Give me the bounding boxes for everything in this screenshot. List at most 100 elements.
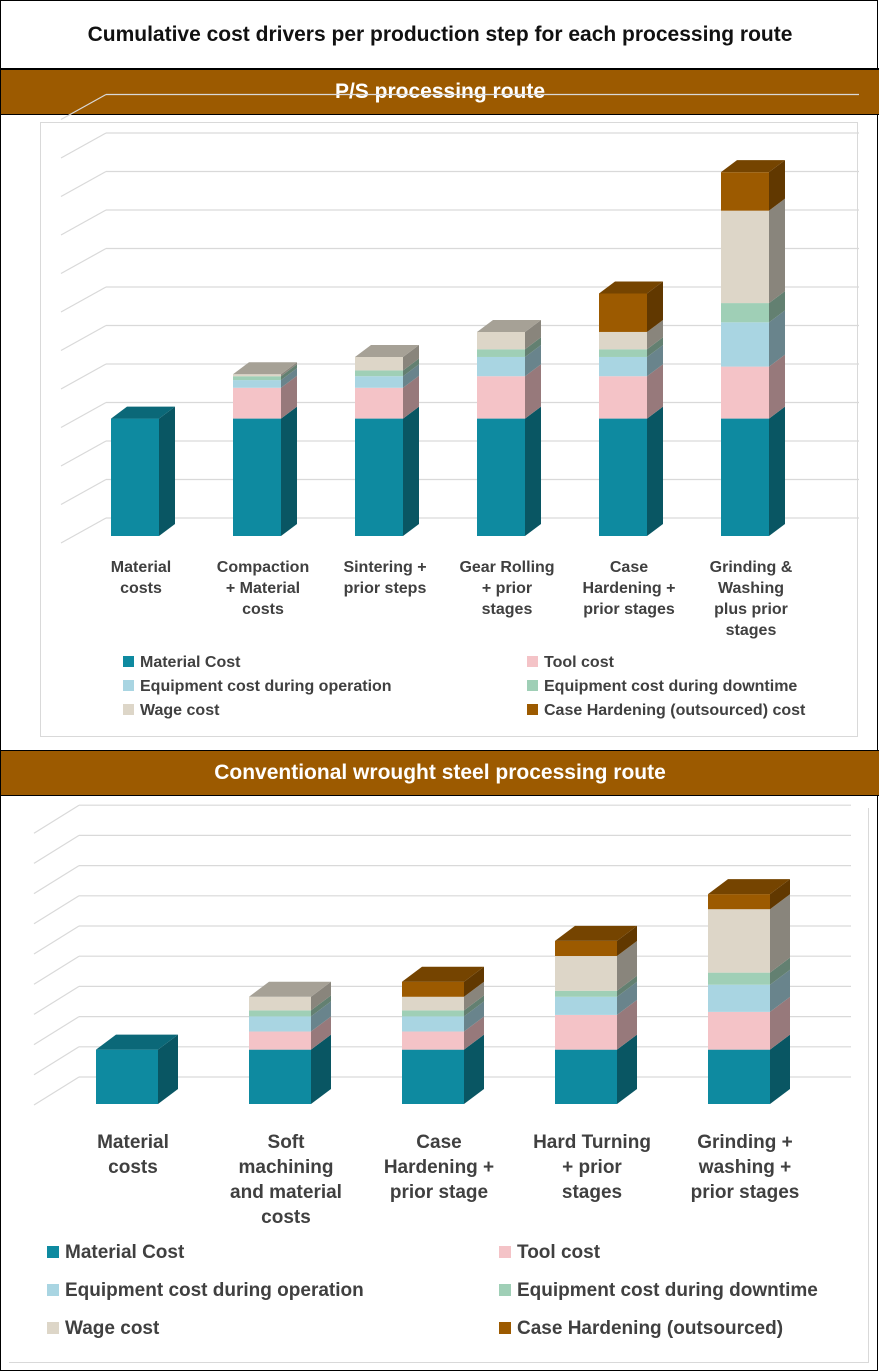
conv-bar-3-series-0 bbox=[555, 1049, 617, 1104]
conv-category-label-4: Grinding + washing + prior stages bbox=[691, 1132, 800, 1203]
ps-bar-side-3-series-2 bbox=[525, 344, 541, 377]
conv-bar-0-series-0 bbox=[96, 1049, 158, 1104]
ps-bar-4-series-4 bbox=[599, 331, 647, 350]
conv-gridline-slant bbox=[33, 1076, 80, 1106]
figure-title: Cumulative cost drivers per production s… bbox=[1, 1, 879, 69]
conv-bar-top-4 bbox=[708, 879, 790, 895]
ps-bar-side-3-series-3 bbox=[525, 337, 541, 357]
ps-legend-swatch-2 bbox=[123, 680, 134, 691]
section-heading-conventional: Conventional wrought steel processing ro… bbox=[1, 750, 879, 796]
ps-bar-side-4-series-2 bbox=[647, 344, 663, 377]
ps-bar-3-series-0 bbox=[477, 418, 525, 536]
conv-gridline-slant bbox=[33, 955, 80, 985]
ps-gridline-slant bbox=[60, 247, 107, 275]
ps-bar-5-series-0 bbox=[721, 418, 769, 536]
conv-bar-side-2-series-3 bbox=[464, 995, 484, 1017]
conv-bar-side-3-series-4 bbox=[617, 941, 637, 991]
conv-category-label-0: Material costs bbox=[97, 1132, 169, 1178]
conv-legend-label-5: Case Hardening (outsourced) bbox=[517, 1318, 783, 1339]
conv-legend-swatch-5 bbox=[499, 1322, 511, 1334]
conv-bar-4-series-1 bbox=[708, 1011, 770, 1050]
conv-legend-label-4: Wage cost bbox=[65, 1318, 160, 1339]
ps-legend-label-3: Equipment cost during downtime bbox=[544, 678, 797, 695]
conv-bar-side-2-series-1 bbox=[464, 1016, 484, 1050]
conv-legend-label-2: Equipment cost during operation bbox=[65, 1280, 364, 1301]
ps-legend-swatch-4 bbox=[123, 704, 134, 715]
ps-bar-side-5-series-2 bbox=[769, 310, 785, 367]
ps-bar-1-series-1 bbox=[233, 387, 281, 419]
conv-bar-side-3-series-3 bbox=[617, 975, 637, 997]
ps-bar-3-series-2 bbox=[477, 356, 525, 377]
ps-gridline-slant bbox=[60, 517, 107, 544]
conv-legend-swatch-2 bbox=[47, 1284, 59, 1296]
ps-bar-side-4-series-0 bbox=[647, 406, 663, 536]
ps-bar-side-2-series-4 bbox=[403, 344, 419, 371]
conv-bar-side-1-series-3 bbox=[311, 995, 331, 1017]
ps-gridline-slant bbox=[60, 478, 107, 506]
conv-bar-side-1-series-4 bbox=[311, 981, 331, 1011]
ps-legend-swatch-0 bbox=[123, 656, 134, 667]
ps-bar-2-series-2 bbox=[355, 376, 403, 388]
conv-bar-2-series-1 bbox=[402, 1031, 464, 1050]
conv-bar-4-series-4 bbox=[708, 909, 770, 973]
conv-bar-side-3-series-5 bbox=[617, 925, 637, 957]
ps-bar-4-series-2 bbox=[599, 356, 647, 377]
conv-bar-top-3 bbox=[555, 925, 637, 941]
conv-bar-side-3-series-2 bbox=[617, 981, 637, 1015]
conv-gridline-slant bbox=[33, 865, 80, 895]
conv-bar-1-series-3 bbox=[249, 1010, 311, 1017]
conv-legend-swatch-0 bbox=[47, 1246, 59, 1258]
conv-bar-4-series-2 bbox=[708, 984, 770, 1012]
conv-gridline-slant bbox=[33, 1016, 80, 1046]
conv-gridline-slant bbox=[33, 925, 80, 955]
ps-category-label-3: Gear Rolling + prior stages bbox=[459, 559, 554, 618]
ps-bar-3-series-3 bbox=[477, 349, 525, 357]
conv-bar-side-2-series-0 bbox=[464, 1034, 484, 1104]
conv-bar-side-1-series-2 bbox=[311, 1001, 331, 1032]
conv-legend-label-1: Tool cost bbox=[517, 1242, 601, 1263]
ps-bar-top-2 bbox=[355, 344, 419, 357]
ps-bar-5-series-4 bbox=[721, 210, 769, 304]
ps-legend-label-1: Tool cost bbox=[544, 654, 615, 671]
ps-gridline-slant bbox=[60, 209, 107, 236]
conv-legend-label-0: Material Cost bbox=[65, 1242, 185, 1263]
conv-bar-side-0-series-0 bbox=[158, 1034, 178, 1104]
conv-bar-2-series-3 bbox=[402, 1010, 464, 1017]
conv-legend-label-3: Equipment cost during downtime bbox=[517, 1280, 818, 1301]
ps-gridline-slant bbox=[60, 132, 107, 159]
conv-category-label-2: Case Hardening + prior stage bbox=[384, 1132, 494, 1203]
conv-category-label-3: Hard Turning + prior stages bbox=[533, 1132, 651, 1203]
ps-legend-swatch-5 bbox=[527, 704, 538, 715]
ps-bar-side-5-series-5 bbox=[769, 160, 785, 211]
conv-bar-side-3-series-0 bbox=[617, 1034, 637, 1104]
ps-bar-side-3-series-1 bbox=[525, 364, 541, 419]
ps-category-label-5: Grinding & Washing plus prior stages bbox=[710, 559, 793, 639]
conv-bar-1-series-0 bbox=[249, 1049, 311, 1104]
conv-bar-3-series-2 bbox=[555, 996, 617, 1015]
ps-bar-5-series-1 bbox=[721, 366, 769, 419]
ps-bar-1-series-3 bbox=[233, 376, 281, 381]
conv-legend-swatch-4 bbox=[47, 1322, 59, 1334]
ps-bar-2-series-4 bbox=[355, 356, 403, 371]
ps-gridline-slant bbox=[60, 170, 107, 198]
ps-bar-4-series-0 bbox=[599, 418, 647, 536]
ps-bar-side-5-series-1 bbox=[769, 354, 785, 419]
ps-legend-swatch-1 bbox=[527, 656, 538, 667]
ps-gridline-slant bbox=[60, 401, 107, 429]
ps-legend-label-2: Equipment cost during operation bbox=[140, 678, 392, 695]
chart-panel-conventional: Material costs Soft machining and material co… bbox=[9, 804, 869, 1363]
conv-bar-side-4-series-1 bbox=[770, 996, 790, 1050]
conv-bar-4-series-0 bbox=[708, 1049, 770, 1104]
ps-bar-2-series-3 bbox=[355, 370, 403, 377]
ps-bar-3-series-1 bbox=[477, 376, 525, 419]
conv-bar-side-1-series-0 bbox=[311, 1034, 331, 1104]
ps-bar-5-series-5 bbox=[721, 172, 769, 211]
conv-legend-swatch-3 bbox=[499, 1284, 511, 1296]
conv-bar-2-series-0 bbox=[402, 1049, 464, 1104]
conv-bar-3-series-5 bbox=[555, 940, 617, 957]
ps-bar-side-1-series-3 bbox=[281, 364, 297, 381]
ps-bar-side-5-series-0 bbox=[769, 406, 785, 536]
ps-bar-side-4-series-3 bbox=[647, 337, 663, 357]
ps-gridline-slant bbox=[60, 286, 107, 313]
